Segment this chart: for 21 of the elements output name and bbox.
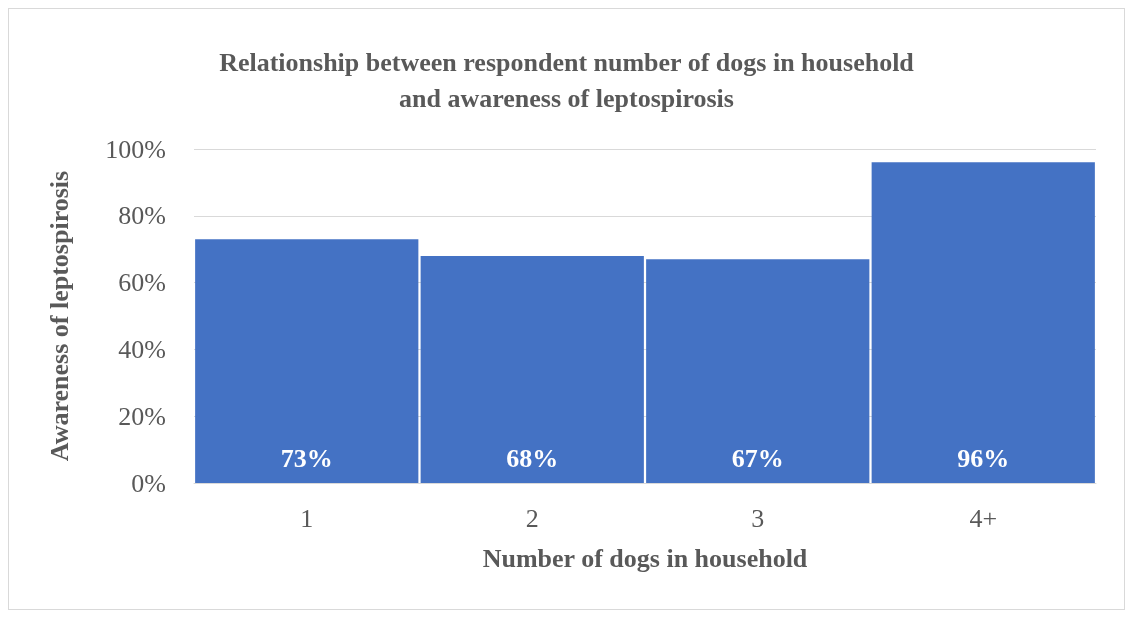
y-tick-label: 40% — [118, 334, 166, 364]
bar — [420, 255, 644, 483]
data-label: 73% — [280, 443, 333, 473]
x-axis-title: Number of dogs in household — [482, 543, 808, 573]
y-tick-label: 60% — [118, 268, 166, 298]
bar — [646, 259, 870, 483]
chart-title: Relationship between respondent number of dogs in household and awareness of leptospirosis — [219, 47, 915, 113]
y-tick-label: 20% — [118, 401, 166, 431]
y-tick-label: 80% — [118, 201, 166, 231]
data-label: 96% — [957, 443, 1010, 473]
bar — [871, 162, 1095, 483]
x-tick-label: 2 — [525, 503, 539, 533]
y-axis-title: Awareness of leptospirosis — [44, 170, 74, 462]
x-tick-label: 1 — [300, 503, 314, 533]
y-tick-label: 0% — [131, 468, 166, 498]
data-label: 67% — [731, 443, 784, 473]
x-tick-label: 4+ — [969, 503, 998, 533]
data-label: 68% — [506, 443, 559, 473]
bar — [195, 239, 419, 483]
x-tick-label: 3 — [751, 503, 765, 533]
y-tick-label: 100% — [105, 134, 166, 164]
